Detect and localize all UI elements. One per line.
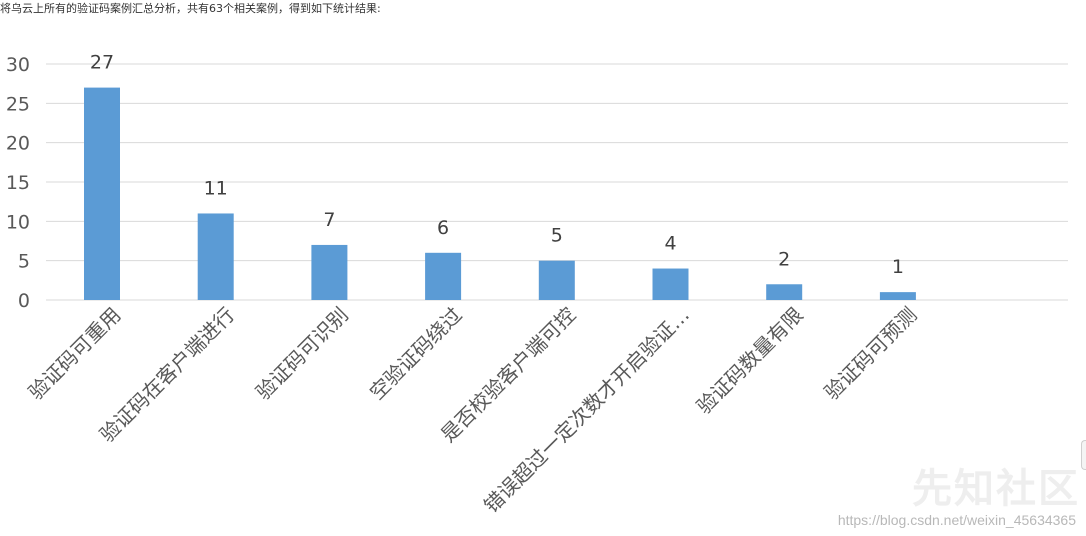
bar [197,213,234,300]
category-label: 验证码可预测 [820,303,922,405]
data-labels: 27 11 7 6 5 4 2 1 [90,52,904,279]
y-tick-label: 30 [6,54,30,76]
y-tick-label: 0 [18,290,30,312]
bars [84,87,916,300]
watermark-logo: 先知社区 [912,466,1080,512]
bar [879,292,916,300]
y-tick-label: 20 [6,133,30,155]
bar [538,260,575,300]
data-label: 1 [892,256,904,278]
y-tick-label: 5 [18,251,30,273]
bar [652,268,689,300]
bar [84,87,120,300]
category-label: 空验证码绕过 [365,303,467,405]
data-label: 27 [90,52,114,74]
category-label: 验证码数量有限 [692,303,808,419]
bar [311,244,348,300]
bar [766,284,803,300]
intro-text: 将乌云上所有的验证码案例汇总分析，共有63个相关案例，得到如下统计结果: [0,2,381,15]
watermark-url: https://blog.csdn.net/weixin_45634365 [837,512,1076,528]
data-label: 11 [204,177,228,199]
data-label: 2 [778,248,790,270]
category-label: 验证码可重用 [24,303,126,405]
y-tick-label: 25 [6,93,30,115]
category-label: 验证码可识别 [251,303,353,405]
data-label: 7 [323,209,335,231]
data-label: 6 [437,217,449,239]
y-axis-ticks: 0 5 10 15 20 25 30 [6,54,30,312]
category-label: 错误超过一定次数才开启验证… [479,303,694,518]
data-label: 5 [551,225,563,247]
y-tick-label: 15 [6,172,30,194]
y-tick-label: 10 [6,211,30,233]
data-label: 4 [664,233,676,255]
bar [425,252,462,300]
side-scroll-tab[interactable] [1081,440,1086,470]
